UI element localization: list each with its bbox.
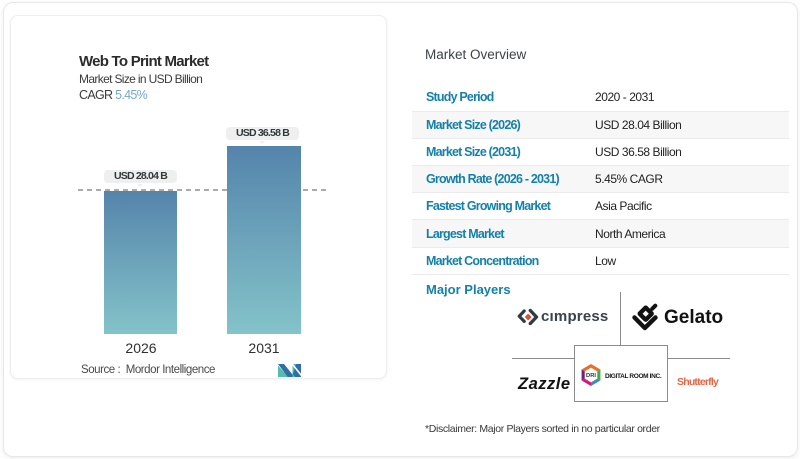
svg-text:DRI: DRI xyxy=(586,373,596,379)
